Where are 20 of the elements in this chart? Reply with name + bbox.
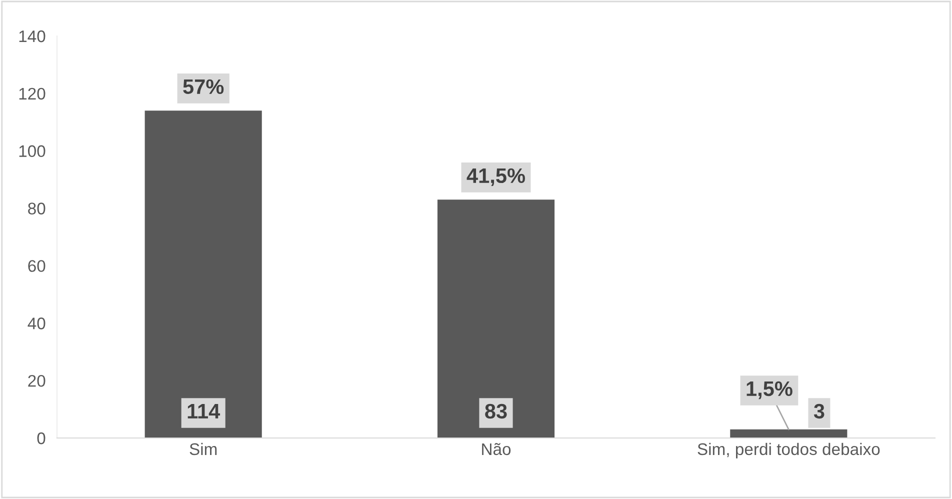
- y-tick-label: 140: [19, 30, 46, 42]
- data-label: 83: [485, 404, 507, 419]
- annotation: 1,5%: [746, 381, 792, 400]
- annotation: 57%: [183, 79, 224, 94]
- y-tick-label: 100: [19, 145, 46, 158]
- bar: [437, 200, 555, 438]
- annotation: 41,5%: [466, 168, 525, 186]
- y-tick-label: 120: [19, 88, 46, 100]
- x-tick-label: Não: [482, 442, 511, 456]
- data-label: 114: [188, 404, 220, 418]
- bar: [144, 110, 262, 438]
- data-label: 3: [814, 404, 824, 419]
- x-tick-label: Sim, perdi todos debaixo: [698, 442, 880, 458]
- y-tick-label: 20: [28, 374, 46, 387]
- bar: [730, 429, 848, 438]
- y-tick-label: 80: [28, 202, 46, 214]
- y-tick-label: 40: [28, 318, 46, 330]
- x-tick-label: Sim: [190, 442, 217, 456]
- y-tick-label: 60: [28, 260, 46, 272]
- y-tick-label: 0: [37, 432, 46, 444]
